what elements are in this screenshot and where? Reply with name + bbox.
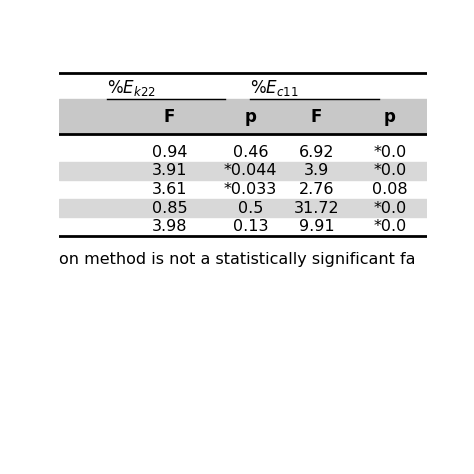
Text: *0.044: *0.044 [224,163,277,178]
Text: F: F [164,108,175,126]
Bar [59,199,427,218]
Text: 3.9: 3.9 [304,163,329,178]
Text: $\%\mathit{E}_{c11}$: $\%\mathit{E}_{c11}$ [250,78,299,98]
Text: 6.92: 6.92 [299,145,334,160]
Text: 2.76: 2.76 [299,182,334,197]
Text: 0.13: 0.13 [233,219,268,234]
Bar [59,162,427,180]
Text: *0.0: *0.0 [373,201,407,216]
Text: *0.0: *0.0 [373,219,407,234]
Bar [59,99,427,134]
Text: 0.46: 0.46 [233,145,268,160]
Text: on method is not a statistically significant fa: on method is not a statistically signifi… [59,252,416,267]
Text: 3.91: 3.91 [152,163,187,178]
Text: 0.08: 0.08 [372,182,408,197]
Text: *0.0: *0.0 [373,163,407,178]
Text: 0.5: 0.5 [237,201,263,216]
Text: 3.61: 3.61 [152,182,187,197]
Text: $\%\mathit{E}_{k22}$: $\%\mathit{E}_{k22}$ [107,78,155,98]
Text: *0.033: *0.033 [224,182,277,197]
Text: 3.98: 3.98 [152,219,187,234]
Text: 0.85: 0.85 [152,201,187,216]
Text: 9.91: 9.91 [299,219,334,234]
Text: p: p [384,108,396,126]
Text: 0.94: 0.94 [152,145,187,160]
Text: p: p [244,108,256,126]
Text: *0.0: *0.0 [373,145,407,160]
Text: 31.72: 31.72 [293,201,339,216]
Text: F: F [311,108,322,126]
